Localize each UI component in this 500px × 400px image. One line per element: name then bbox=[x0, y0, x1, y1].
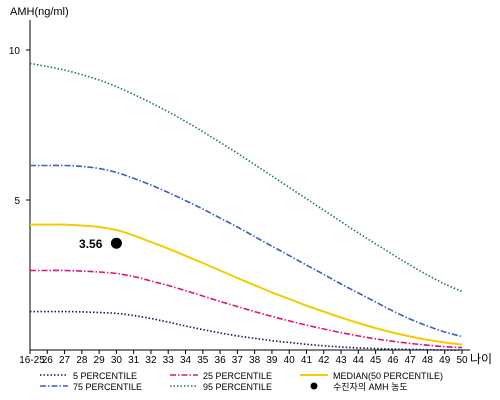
legend-label: 수진자의 AMH 농도 bbox=[333, 382, 408, 392]
x-tick-label: 32 bbox=[145, 355, 157, 366]
x-tick-label: 39 bbox=[266, 355, 278, 366]
legend-marker-dot bbox=[310, 382, 318, 390]
x-tick-label: 48 bbox=[422, 355, 434, 366]
x-tick-label: 35 bbox=[197, 355, 209, 366]
x-tick-label: 16-25 bbox=[19, 355, 45, 366]
x-tick-label: 41 bbox=[301, 355, 313, 366]
y-axis-label: AMH(ng/ml) bbox=[10, 6, 69, 18]
series-line bbox=[29, 62, 463, 293]
x-tick-label: 46 bbox=[387, 355, 399, 366]
x-tick-label: 37 bbox=[232, 355, 244, 366]
axes: AMH(ng/ml) 나이 bbox=[10, 6, 492, 366]
x-axis-label: 나이 bbox=[470, 352, 492, 366]
y-tick-label: 5 bbox=[14, 196, 20, 207]
x-tick-label: 36 bbox=[215, 355, 227, 366]
x-tick-label: 45 bbox=[370, 355, 382, 366]
legend-label: 5 PERCENTILE bbox=[73, 371, 137, 381]
x-tick-label: 26 bbox=[42, 355, 54, 366]
legend-label: MEDIAN(50 PERCENTILE) bbox=[333, 371, 443, 381]
legend-label: 25 PERCENTILE bbox=[203, 371, 272, 381]
x-tick-label: 29 bbox=[94, 355, 106, 366]
x-tick-label: 50 bbox=[456, 355, 468, 366]
x-tick-label: 49 bbox=[439, 355, 451, 366]
x-tick-label: 47 bbox=[405, 355, 417, 366]
marker-group: 3.56 bbox=[79, 237, 122, 251]
series-line bbox=[30, 310, 463, 351]
x-tick-label: 28 bbox=[76, 355, 88, 366]
x-tick-label: 43 bbox=[335, 355, 347, 366]
y-tick-label: 10 bbox=[9, 46, 21, 57]
x-tick-label: 34 bbox=[180, 355, 192, 366]
x-tick-label: 33 bbox=[163, 355, 175, 366]
x-tick-label: 27 bbox=[59, 355, 71, 366]
series-line bbox=[30, 223, 463, 346]
x-tick-label: 38 bbox=[249, 355, 261, 366]
x-tick-label: 42 bbox=[318, 355, 330, 366]
series-lines bbox=[29, 62, 463, 351]
series-line bbox=[29, 269, 463, 349]
legend-label: 75 PERCENTILE bbox=[73, 382, 142, 392]
series-line bbox=[30, 164, 463, 338]
patient-amh-point bbox=[110, 237, 122, 249]
patient-amh-value-label: 3.56 bbox=[79, 237, 103, 251]
legend-label: 95 PERCENTILE bbox=[203, 382, 272, 392]
x-tick-label: 31 bbox=[128, 355, 140, 366]
x-tick-label: 40 bbox=[284, 355, 296, 366]
x-tick-label: 44 bbox=[353, 355, 365, 366]
x-tick-label: 30 bbox=[111, 355, 123, 366]
